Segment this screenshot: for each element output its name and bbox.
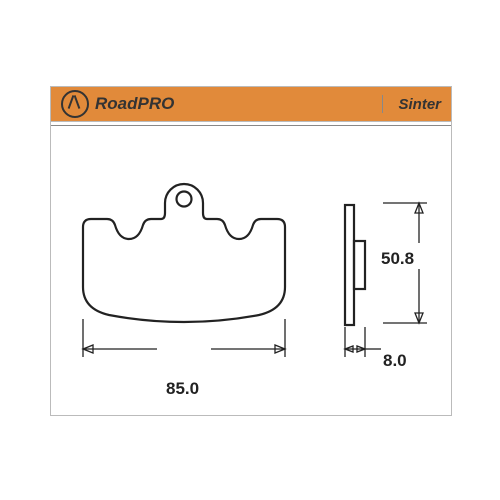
pad-outline	[83, 184, 285, 322]
dim-thickness-value: 8.0	[383, 351, 407, 371]
drawing-area: 85.0 50.8 8.0	[51, 129, 451, 415]
variant-label: Sinter	[398, 96, 441, 113]
brand-prefix: Road	[95, 94, 138, 113]
header-divider	[382, 95, 383, 113]
brand-icon	[61, 90, 89, 118]
brand-block: RoadPRO	[61, 90, 174, 118]
brand-title: RoadPRO	[95, 94, 174, 114]
canvas: RoadPRO Sinter	[0, 0, 500, 500]
spec-card: RoadPRO Sinter	[50, 86, 452, 416]
card-header: RoadPRO Sinter	[51, 87, 451, 122]
dim-width-value: 85.0	[166, 379, 199, 399]
friction-material	[354, 241, 365, 289]
pad-mount-hole	[177, 192, 192, 207]
dim-lines-width	[79, 319, 293, 369]
pad-side-view	[341, 201, 381, 331]
header-rule	[51, 125, 451, 126]
dim-height-value: 50.8	[381, 249, 414, 269]
backing-plate	[345, 205, 354, 325]
brand-suffix: PRO	[138, 94, 175, 113]
